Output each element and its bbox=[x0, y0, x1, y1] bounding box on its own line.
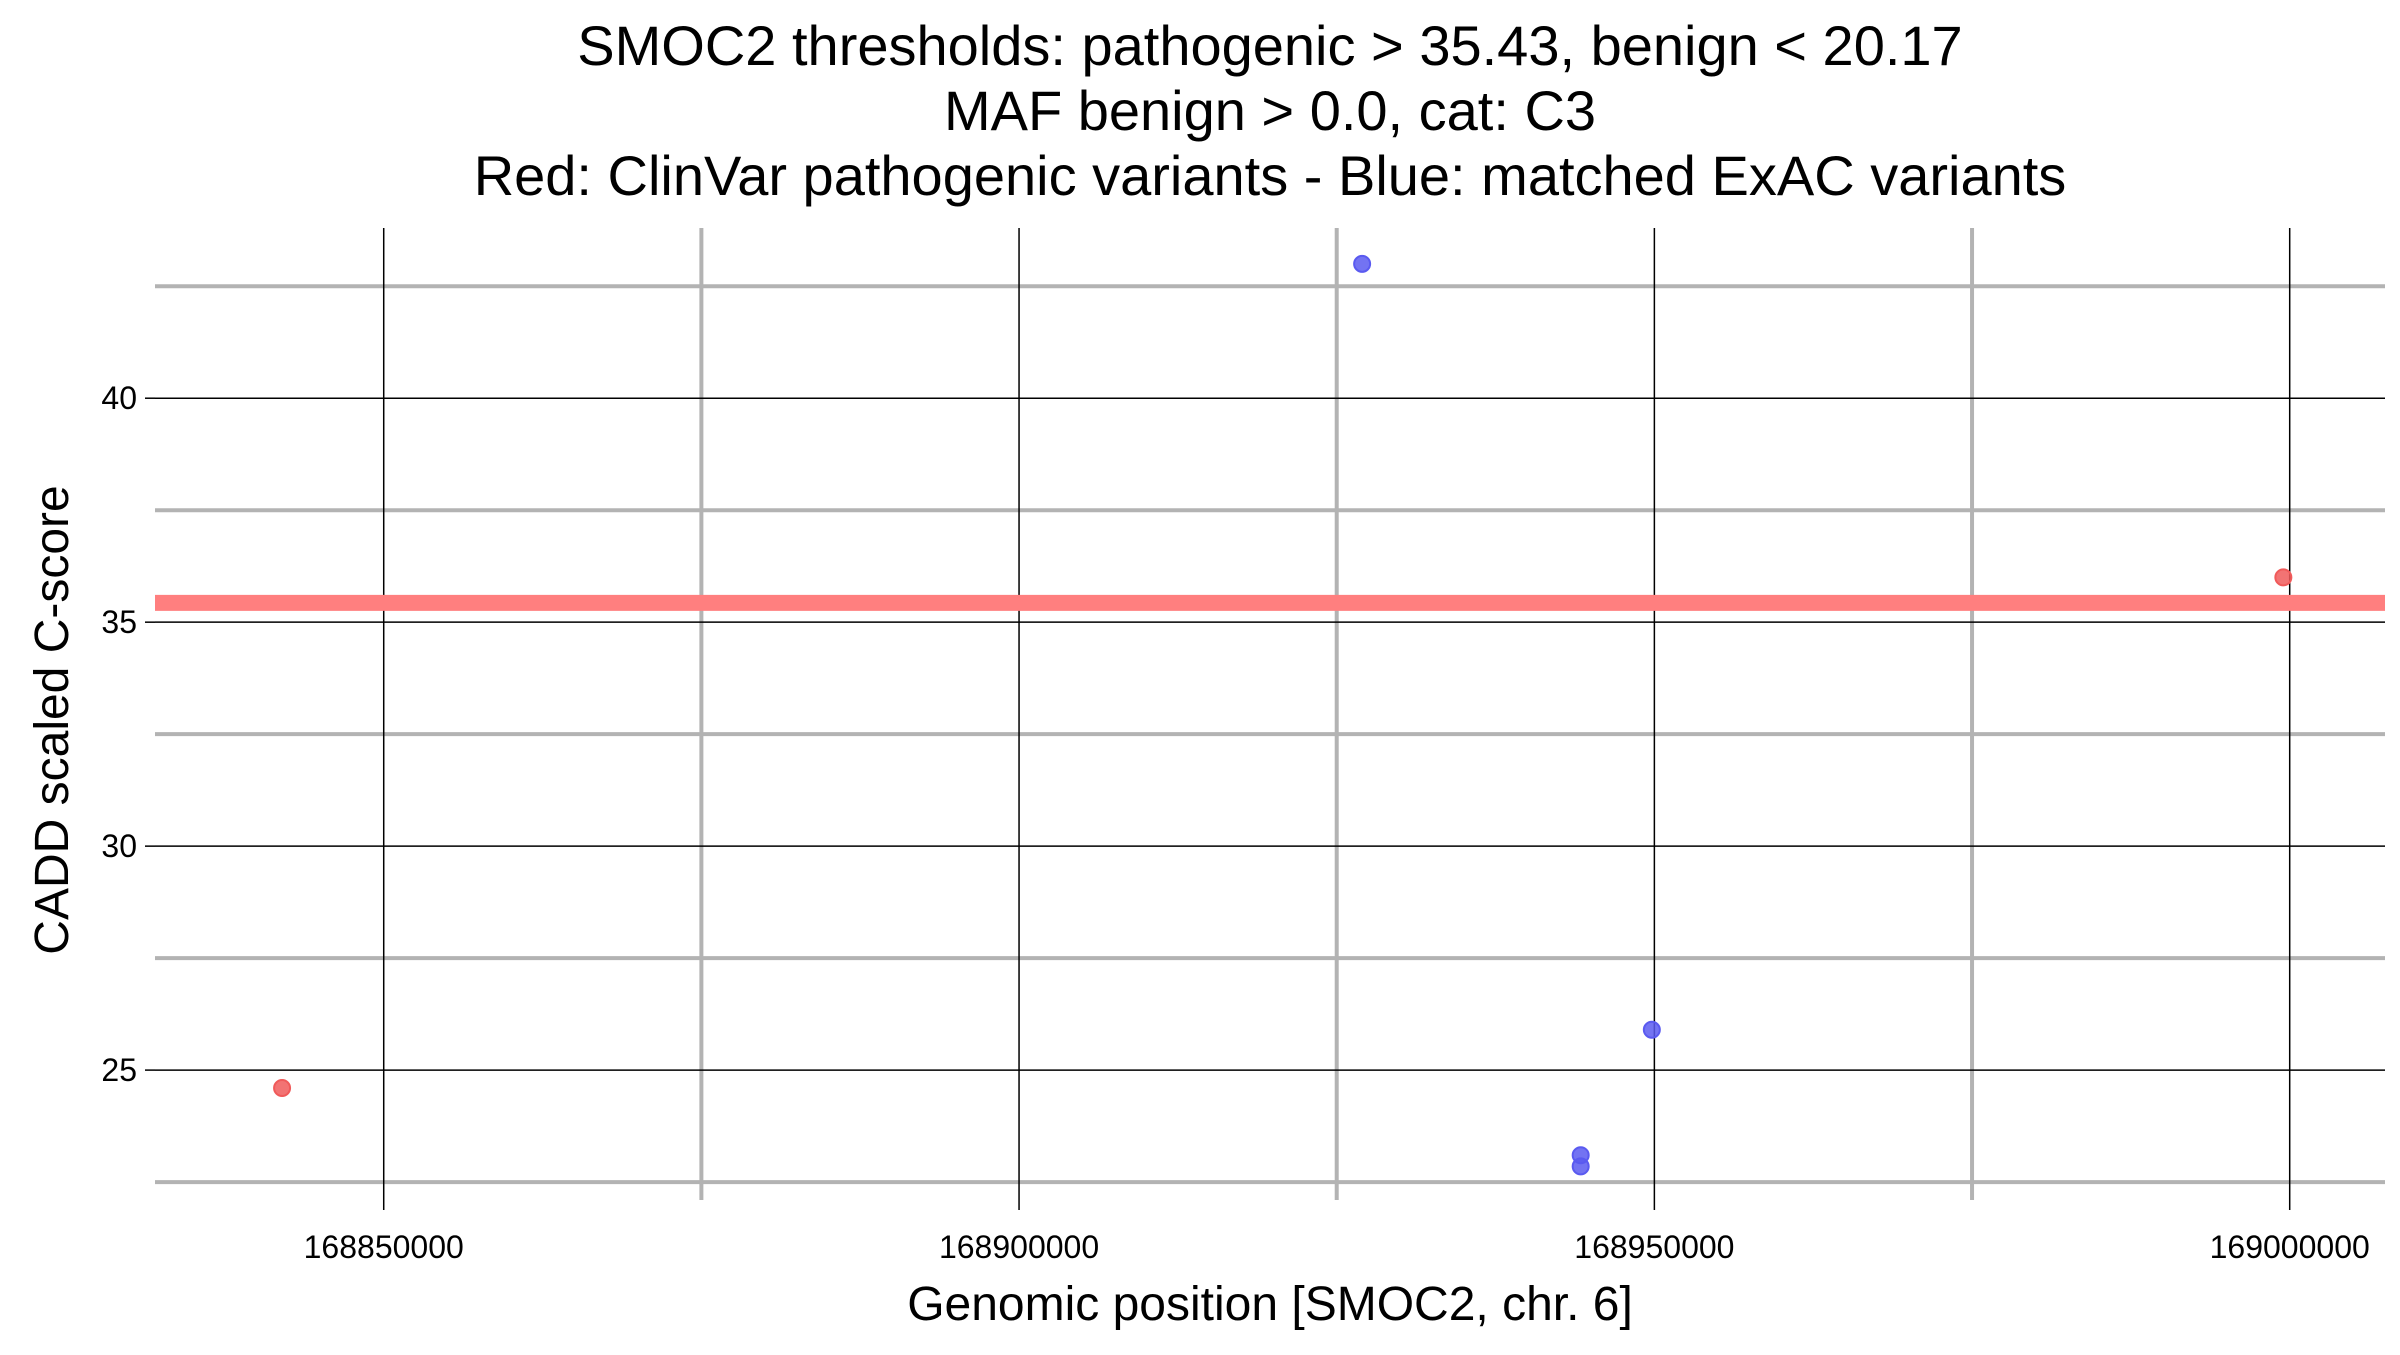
minor-grid bbox=[155, 228, 2385, 1200]
x-tick-label: 168850000 bbox=[304, 1229, 464, 1265]
data-points bbox=[273, 254, 2293, 1176]
x-axis-title: Genomic position [SMOC2, chr. 6] bbox=[907, 1278, 1633, 1331]
y-tick-label: 35 bbox=[101, 604, 137, 640]
x-tick-label: 168950000 bbox=[1574, 1229, 1734, 1265]
y-axis-ticks: 25 30 35 40 bbox=[101, 380, 155, 1088]
x-axis-ticks: 168850000 168900000 168950000 169000000 bbox=[304, 1200, 2370, 1265]
clinvar-pathogenic-point bbox=[273, 1079, 292, 1098]
y-tick-label: 25 bbox=[101, 1052, 137, 1088]
chart-title-line-1: SMOC2 thresholds: pathogenic > 35.43, be… bbox=[577, 14, 1962, 77]
chart-title-line-3: Red: ClinVar pathogenic variants - Blue:… bbox=[474, 144, 2067, 207]
exac-matched-point bbox=[1642, 1020, 1661, 1039]
exac-matched-point bbox=[1353, 254, 1372, 273]
chart-title: SMOC2 thresholds: pathogenic > 35.43, be… bbox=[474, 14, 2067, 207]
y-tick-label: 30 bbox=[101, 828, 137, 864]
chart-title-line-2: MAF benign > 0.0, cat: C3 bbox=[944, 79, 1596, 142]
clinvar-pathogenic-point bbox=[2274, 568, 2293, 587]
exac-matched-point bbox=[1571, 1157, 1590, 1176]
major-grid bbox=[155, 228, 2385, 1200]
x-tick-label: 169000000 bbox=[2210, 1229, 2370, 1265]
x-tick-label: 168900000 bbox=[939, 1229, 1099, 1265]
y-tick-label: 40 bbox=[101, 380, 137, 416]
y-axis-title: CADD scaled C-score bbox=[26, 485, 79, 954]
